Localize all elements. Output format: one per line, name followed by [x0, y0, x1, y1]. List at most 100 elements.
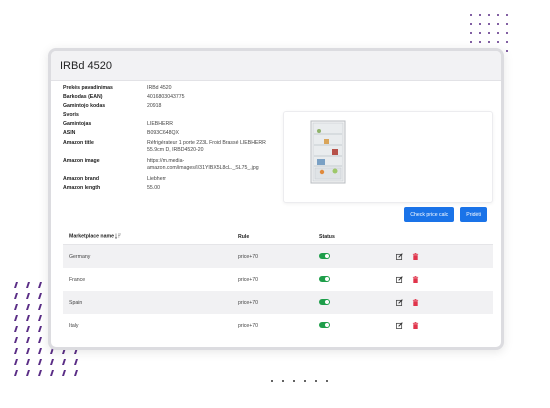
decor-dot: [470, 14, 472, 16]
decor-dash: [38, 282, 42, 288]
marketplace-name: Italy: [69, 322, 79, 329]
info-row-name: Prekės pavadinimas IRBd 4520: [63, 85, 172, 91]
column-rule: Rule: [238, 233, 250, 240]
marketplace-table: Marketplace name Rule Status Germany pri…: [63, 229, 493, 337]
decor-dash: [26, 348, 30, 354]
decor-dash: [26, 293, 30, 299]
decor-dot: [497, 32, 499, 34]
decor-dot: [293, 380, 295, 382]
decor-dash: [74, 359, 78, 365]
trash-icon[interactable]: [412, 253, 419, 260]
decor-dash: [38, 315, 42, 321]
decor-dot: [497, 23, 499, 25]
decor-dot: [506, 50, 508, 52]
product-section: Prekės pavadinimas IRBd 4520 Barkodas (EA…: [51, 81, 501, 207]
status-toggle[interactable]: [319, 252, 330, 259]
decor-dot: [506, 32, 508, 34]
decor-dash: [38, 337, 42, 343]
decor-dash: [14, 315, 18, 321]
title-bar: IRBd 4520: [51, 51, 501, 81]
edit-icon[interactable]: [396, 253, 403, 260]
edit-icon[interactable]: [396, 299, 403, 306]
decor-dash: [38, 304, 42, 310]
decor-dot: [506, 14, 508, 16]
decor-dash: [14, 293, 18, 299]
decor-dash: [14, 348, 18, 354]
info-row-amazon-image: Amazon image https://m.media-amazon.com/i…: [63, 157, 259, 172]
decor-dash: [62, 370, 66, 376]
table-header: Marketplace name Rule Status: [63, 229, 493, 245]
decor-dot: [315, 380, 317, 382]
decor-dash: [50, 359, 54, 365]
trash-icon[interactable]: [412, 299, 419, 306]
decor-dot: [282, 380, 284, 382]
check-price-calc-button[interactable]: Check price calc: [404, 207, 455, 222]
marketplace-name: Germany: [69, 253, 91, 260]
decor-dot: [497, 41, 499, 43]
decor-dash: [38, 348, 42, 354]
decor-dot: [479, 23, 481, 25]
info-row-ean: Barkodas (EAN) 4016803043775: [63, 94, 185, 101]
page-title: IRBd 4520: [60, 59, 112, 72]
decor-dot: [488, 32, 490, 34]
decor-dash: [26, 337, 30, 343]
table-row: Italy price+70: [63, 314, 493, 337]
table-row: France price+70: [63, 268, 493, 291]
sort-icon[interactable]: [115, 233, 122, 240]
info-row-amazon-brand: Amazon brand Liebherr: [63, 175, 167, 182]
decor-dash: [38, 370, 42, 376]
table-row: Germany price+70: [63, 245, 493, 268]
decor-dash: [62, 359, 66, 365]
product-detail-window: IRBd 4520 Prekės pavadinimas IRBd 4520 Ba…: [48, 48, 504, 350]
decor-dash: [26, 315, 30, 321]
edit-icon[interactable]: [396, 276, 403, 283]
decor-dash: [14, 304, 18, 310]
decor-dash: [14, 370, 18, 376]
decor-dash: [26, 304, 30, 310]
decor-dash: [38, 359, 42, 365]
decor-dot: [497, 14, 499, 16]
marketplace-name: France: [69, 276, 86, 283]
decor-dot: [479, 41, 481, 43]
marketplace-name: Spain: [69, 299, 83, 306]
decor-dash: [14, 359, 18, 365]
decor-dash: [38, 293, 42, 299]
trash-icon[interactable]: [412, 276, 419, 283]
edit-icon[interactable]: [396, 322, 403, 329]
marketplace-rule: price+70: [238, 322, 259, 329]
decor-dot: [488, 23, 490, 25]
decor-dash: [26, 282, 30, 288]
status-toggle[interactable]: [319, 298, 330, 305]
decor-dot: [271, 380, 273, 382]
product-image: [310, 120, 346, 184]
decor-dot: [506, 23, 508, 25]
trash-icon[interactable]: [412, 322, 419, 329]
marketplace-rule: price+70: [238, 299, 259, 306]
column-marketplace-name[interactable]: Marketplace name: [63, 233, 238, 240]
decor-dot: [479, 14, 481, 16]
add-button[interactable]: Pridėti: [460, 207, 487, 222]
status-toggle[interactable]: [319, 275, 330, 282]
decor-dash: [74, 370, 78, 376]
info-row-asin: ASIN B093C648QX: [63, 130, 180, 137]
decor-dot: [470, 23, 472, 25]
marketplace-rule: price+70: [238, 253, 259, 260]
column-status: Status: [319, 233, 335, 240]
info-row-manufacturer: Gamintojas LIEBHERR: [63, 121, 173, 128]
product-info-table: Prekės pavadinimas IRBd 4520 Barkodas (EA…: [63, 85, 272, 195]
info-row-weight: Svoris: [63, 112, 79, 119]
decor-dash: [14, 282, 18, 288]
decor-dot: [479, 32, 481, 34]
table-row: Spain price+70: [63, 291, 493, 314]
decor-dot: [326, 380, 328, 382]
decor-dot: [470, 32, 472, 34]
decor-dot: [488, 14, 490, 16]
decor-dash: [14, 326, 18, 332]
decor-dash: [26, 326, 30, 332]
status-toggle[interactable]: [319, 321, 330, 328]
decor-dot: [506, 41, 508, 43]
actions-bar: Check price calc Pridėti: [404, 207, 487, 222]
info-row-amazon-title: Amazon title Réfrigérateur 1 porte 223L F…: [63, 139, 266, 154]
decor-dot: [488, 41, 490, 43]
product-image-card: [283, 111, 493, 203]
